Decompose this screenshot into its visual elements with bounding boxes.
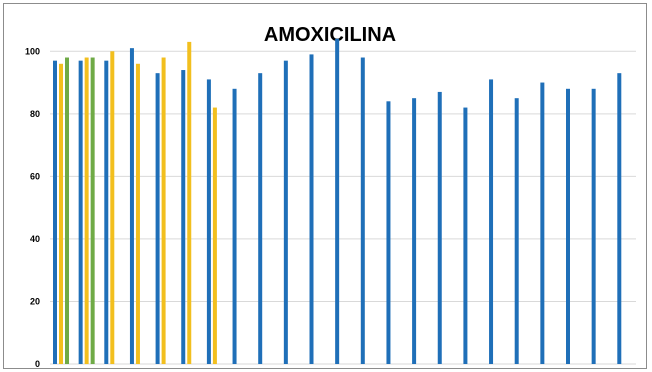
bar-series1-cat10 [283,60,288,365]
bar-series2-cat7 [212,107,217,365]
bar-series2-cat6 [187,41,192,365]
bar-series3-cat2 [90,57,95,364]
bar-series1-cat20 [540,82,545,364]
bar-series1-cat8 [232,88,237,365]
bar-series1-cat12 [335,38,340,364]
bar-series2-cat4 [135,63,140,364]
amoxicilina-bar-chart: AMOXICILINA 0 20 40 60 80 100 [25,24,636,368]
bar-series2-cat2 [84,57,89,364]
bar-series2-cat1 [59,63,63,364]
bar-series1-cat9 [258,73,263,364]
bar-series2-cat3 [110,51,115,364]
y-tick-label: 60 [30,171,40,181]
bar-series1-cat14 [386,101,391,365]
bar-series1-cat13 [360,57,365,364]
bar-series1-cat7 [206,79,211,364]
bar-series1-cat22 [591,88,596,365]
bar-series1-cat3 [104,60,109,365]
bar-series2-cat5 [161,57,166,364]
bar-series1-cat15 [412,98,417,364]
y-tick-label: 0 [35,359,40,368]
bar-series1-cat18 [489,79,494,364]
bar-series3-cat1 [65,57,69,364]
bar-series1-cat21 [566,88,570,365]
bar-series1-cat11 [309,54,314,365]
bar-series1-cat5 [155,73,160,364]
y-axis-tick-labels: 0 20 40 60 80 100 [25,46,40,368]
bar-series1-cat16 [437,91,442,364]
grid-lines [50,50,636,365]
bar-series1-cat17 [463,107,468,365]
chart-title: AMOXICILINA [264,24,396,46]
y-tick-label: 100 [25,46,40,56]
y-tick-label: 80 [30,109,40,119]
bar-series1-cat4 [129,48,134,365]
bar-series1-cat23 [617,73,622,364]
y-tick-label: 20 [30,296,40,306]
bar-series1-cat2 [78,60,83,365]
bar-series1-cat19 [514,98,519,364]
chart-frame: AMOXICILINA 0 20 40 60 80 100 [3,3,647,369]
y-tick-label: 40 [30,234,40,244]
bar-series1-cat1 [53,60,57,365]
bar-series1-cat6 [181,70,186,364]
bars [53,38,622,365]
